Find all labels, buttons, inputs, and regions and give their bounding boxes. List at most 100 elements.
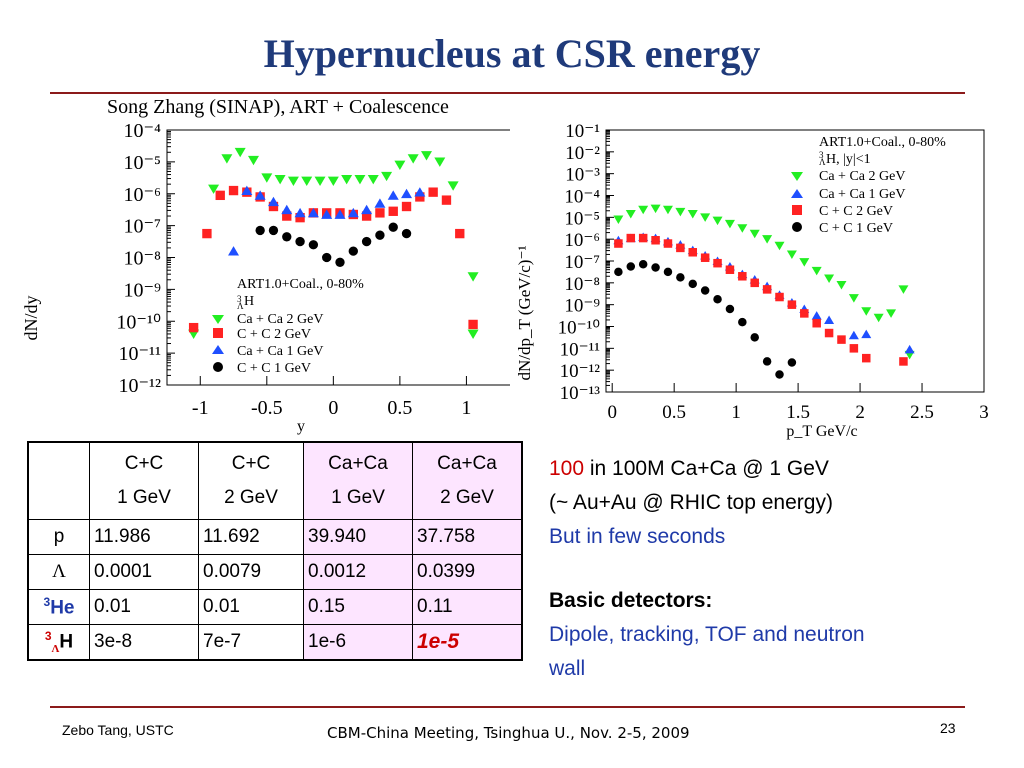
x-tick-label: 0 — [607, 402, 617, 423]
table-cell: 11.692 — [198, 519, 304, 555]
data-point — [387, 190, 399, 200]
data-point — [255, 225, 265, 236]
legend-caca2: Ca + Ca 2 GeV — [237, 312, 323, 327]
data-point — [468, 319, 478, 330]
data-point — [267, 196, 279, 207]
y-tick-label: 10⁻⁶ — [564, 230, 600, 251]
data-point — [381, 171, 393, 182]
table-cell: 0.0399 — [412, 554, 523, 590]
note-count: 100 — [549, 457, 585, 480]
legend-marker-caca1 — [212, 345, 224, 354]
table-cell: 0.0001 — [89, 554, 199, 590]
table-cell-highlight: 1e-5 — [412, 624, 523, 661]
y-tick-label: 10⁻⁴ — [564, 187, 600, 208]
data-point — [800, 309, 809, 318]
x-axis-label: p_T GeV/c — [786, 423, 857, 440]
data-point — [700, 286, 710, 295]
data-point — [688, 279, 698, 289]
data-point — [713, 258, 722, 268]
data-point — [737, 224, 748, 233]
header-line1: C+C — [231, 453, 271, 474]
legend: ART1.0+Coal., 0-80% 3 Λ H, |y|<1 Ca + Ca… — [791, 135, 946, 236]
detectors-line1: Dipole, tracking, TOF and neutron — [549, 623, 865, 646]
data-point — [367, 175, 379, 185]
data-point — [388, 206, 398, 216]
legend-marker-caca1 — [791, 189, 803, 198]
legend-marker-cc2 — [213, 328, 223, 338]
data-point — [775, 292, 784, 302]
data-point — [886, 309, 897, 318]
row-label-sub: Λ — [51, 643, 60, 656]
legend-marker-caca2 — [791, 172, 803, 181]
legend-particle: H, |y|<1 — [826, 152, 871, 167]
data-point — [811, 311, 822, 320]
data-point — [421, 151, 432, 161]
data-point — [261, 173, 273, 183]
legend-cc1: C + C 1 GeV — [819, 221, 893, 236]
table-header-cell: Ca+Ca 1 GeV — [303, 441, 413, 520]
data-point — [401, 201, 412, 212]
data-point — [724, 219, 735, 229]
data-point — [295, 236, 305, 247]
data-point — [281, 204, 293, 215]
data-point — [228, 246, 240, 256]
data-point — [234, 147, 246, 158]
header-line2: 1 GeV — [331, 487, 385, 508]
data-point — [848, 294, 859, 303]
x-tick-label: 1 — [731, 402, 741, 423]
table-cell: 11.986 — [89, 519, 199, 555]
data-point — [625, 210, 636, 219]
header-line2: 2 GeV — [440, 487, 494, 508]
table-cell: 7e-7 — [198, 624, 304, 661]
data-point — [434, 157, 446, 167]
data-point — [651, 236, 660, 245]
data-point — [228, 185, 239, 196]
x-tick-label: 1.5 — [786, 402, 810, 423]
data-point — [626, 233, 636, 243]
data-point — [899, 357, 908, 366]
legend-superscript: 3 — [819, 150, 824, 160]
data-point — [361, 204, 373, 215]
y-tick-label: 10⁻¹² — [560, 361, 601, 382]
y-tick-label: 10⁻⁵ — [123, 152, 161, 174]
legend-model: ART1.0+Coal., 0-80% — [819, 135, 946, 150]
data-point — [401, 188, 413, 199]
slide-title: Hypernucleus at CSR energy — [263, 31, 761, 76]
header-line1: C+C — [124, 453, 164, 474]
data-point — [248, 155, 259, 166]
legend-marker-caca2 — [212, 315, 224, 324]
data-point — [750, 333, 759, 342]
table-header-cell — [27, 441, 90, 520]
data-point — [849, 344, 859, 353]
data-point — [613, 215, 624, 225]
data-point — [334, 209, 346, 219]
data-point — [327, 176, 339, 186]
data-point — [738, 272, 747, 281]
header-line1: Ca+Ca — [328, 453, 388, 474]
data-point — [676, 243, 685, 253]
footer-author: Zebo Tang, USTC — [62, 722, 174, 738]
table-header-row: C+C 1 GeV C+C 2 GeV Ca+Ca 1 GeV Ca+Ca 2 … — [27, 441, 523, 520]
y-tick-label: 10⁻¹¹ — [118, 343, 161, 365]
table-cell: 0.11 — [412, 589, 523, 625]
data-point — [268, 201, 279, 212]
y-tick-label: 10⁻¹ — [565, 121, 600, 142]
data-point — [341, 175, 353, 185]
pt-spectrum-chart: 10⁻¹10⁻²10⁻³10⁻⁴10⁻⁵10⁻⁶10⁻⁷10⁻⁸10⁻⁹10⁻¹… — [515, 121, 989, 440]
note-line1-rest: in 100M Ca+Ca @ 1 GeV — [584, 457, 829, 480]
legend-marker-cc1 — [213, 362, 223, 372]
data-point — [812, 318, 821, 328]
y-tick-label: 10⁻⁵ — [564, 208, 600, 229]
x-tick-label: -1 — [192, 397, 209, 419]
x-tick-label: 3 — [979, 402, 989, 423]
data-point — [335, 257, 345, 267]
data-point — [861, 307, 872, 316]
table-header-cell: C+C 1 GeV — [89, 441, 199, 520]
x-tick-label: 0.5 — [662, 402, 686, 423]
y-tick-label: 10⁻³ — [565, 165, 600, 186]
data-point — [749, 229, 760, 239]
x-tick-label: 2.5 — [910, 402, 934, 423]
data-point — [811, 266, 822, 276]
data-point — [294, 207, 306, 218]
data-point — [626, 262, 636, 271]
